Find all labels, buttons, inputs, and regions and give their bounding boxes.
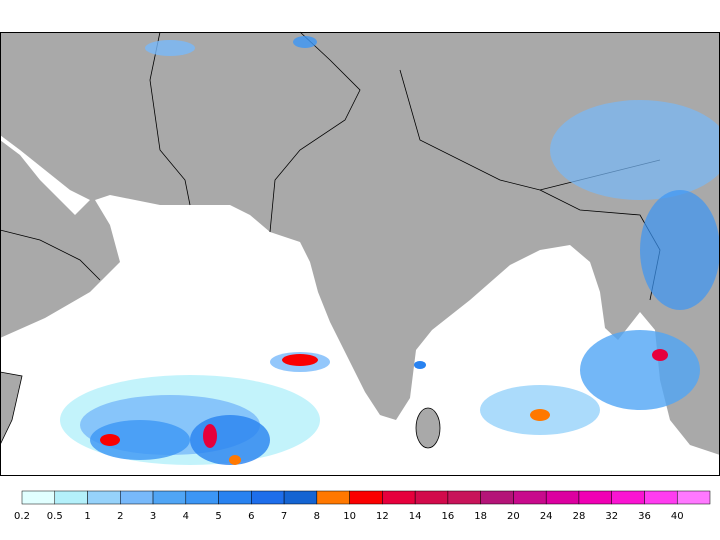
level-label: 28 [573, 511, 586, 522]
persian-gulf [0, 135, 90, 215]
color-swatch [414, 490, 449, 505]
color-swatch [251, 490, 285, 505]
color-swatch [578, 490, 612, 505]
level-label: 24 [540, 511, 553, 522]
map [0, 31, 720, 476]
color-swatch [54, 490, 88, 505]
level-label: 8 [314, 511, 320, 522]
color-swatch [283, 490, 318, 505]
color-swatch [21, 490, 56, 505]
level-label: 0.5 [47, 511, 63, 522]
color-swatch [218, 490, 252, 505]
color-swatch [447, 490, 481, 505]
color-swatch [644, 490, 678, 505]
color-swatch [87, 490, 121, 505]
level-label: 6 [248, 511, 254, 522]
horn-of-africa [0, 371, 23, 446]
color-swatch [185, 490, 219, 505]
sri-lanka [415, 407, 441, 449]
precipitation [60, 36, 720, 465]
color-swatch [349, 490, 383, 505]
level-label: 40 [671, 511, 684, 522]
level-label: 2 [117, 511, 123, 522]
level-label: 7 [281, 511, 287, 522]
color-swatch [545, 490, 580, 505]
color-swatch [480, 490, 514, 505]
level-label: 4 [183, 511, 189, 522]
level-label: 32 [605, 511, 618, 522]
level-label: 20 [507, 511, 520, 522]
level-label: 36 [638, 511, 651, 522]
color-swatch [611, 490, 645, 505]
color-swatch [120, 490, 154, 505]
level-label: 3 [150, 511, 156, 522]
level-label: 12 [376, 511, 389, 522]
level-label: 10 [343, 511, 356, 522]
color-swatch [676, 490, 711, 505]
color-swatch [316, 490, 350, 505]
level-label: 18 [474, 511, 487, 522]
level-label: 0.2 [14, 511, 30, 522]
colorbar: 0.2 0.5 1 2 3 4 5 6 7 8 10 12 14 16 18 20 24 28 32 36 40 [14, 490, 711, 522]
color-swatch [152, 490, 187, 505]
level-label: 16 [442, 511, 455, 522]
color-swatch [382, 490, 416, 505]
level-label: 1 [84, 511, 90, 522]
level-label: 14 [409, 511, 422, 522]
color-swatch [513, 490, 547, 505]
level-label: 5 [215, 511, 221, 522]
